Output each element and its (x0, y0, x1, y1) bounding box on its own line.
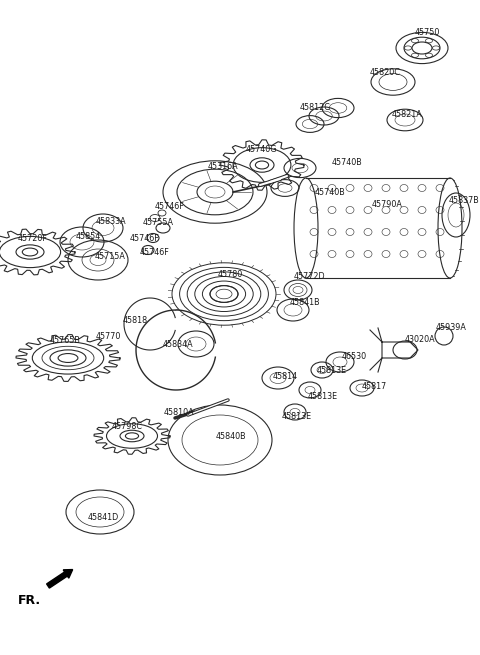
Text: 45772D: 45772D (294, 272, 325, 281)
Text: 45813E: 45813E (317, 366, 347, 375)
Text: 45820C: 45820C (370, 68, 401, 77)
FancyArrow shape (47, 570, 72, 588)
Text: 45316A: 45316A (208, 162, 239, 171)
Text: 45854: 45854 (76, 232, 101, 241)
Text: 45740G: 45740G (246, 145, 277, 154)
Text: 45746F: 45746F (155, 202, 185, 211)
Text: 45715A: 45715A (95, 252, 126, 261)
Text: 45740B: 45740B (332, 158, 363, 167)
Text: FR.: FR. (18, 593, 41, 607)
Text: 45780: 45780 (218, 270, 243, 279)
Text: 45834A: 45834A (163, 340, 193, 349)
Text: 45770: 45770 (96, 332, 121, 341)
Text: 43020A: 43020A (405, 335, 436, 344)
Text: 45841D: 45841D (88, 513, 119, 522)
Text: 45818: 45818 (123, 316, 148, 325)
Text: 45810A: 45810A (164, 408, 194, 417)
Text: 45750: 45750 (415, 28, 440, 37)
Text: 46530: 46530 (342, 352, 367, 361)
Text: 45813E: 45813E (308, 392, 338, 401)
Text: 45790A: 45790A (372, 200, 403, 209)
Text: 45833A: 45833A (96, 217, 127, 226)
Text: 45746F: 45746F (130, 234, 160, 243)
Text: 45837B: 45837B (449, 196, 480, 205)
Text: 45798C: 45798C (112, 422, 143, 431)
Text: 45821A: 45821A (392, 110, 423, 119)
Text: 45813E: 45813E (282, 412, 312, 421)
Text: 45939A: 45939A (436, 323, 467, 332)
Text: 45755A: 45755A (143, 218, 174, 227)
Text: 45746F: 45746F (140, 248, 170, 257)
Text: 45720F: 45720F (18, 234, 48, 243)
Text: 45740B: 45740B (315, 188, 346, 197)
Text: 45765B: 45765B (50, 336, 81, 345)
Text: 45812C: 45812C (300, 103, 331, 112)
Text: 45840B: 45840B (216, 432, 247, 441)
Text: 45841B: 45841B (290, 298, 321, 307)
Text: 45814: 45814 (273, 372, 298, 381)
Text: 45817: 45817 (362, 382, 387, 391)
